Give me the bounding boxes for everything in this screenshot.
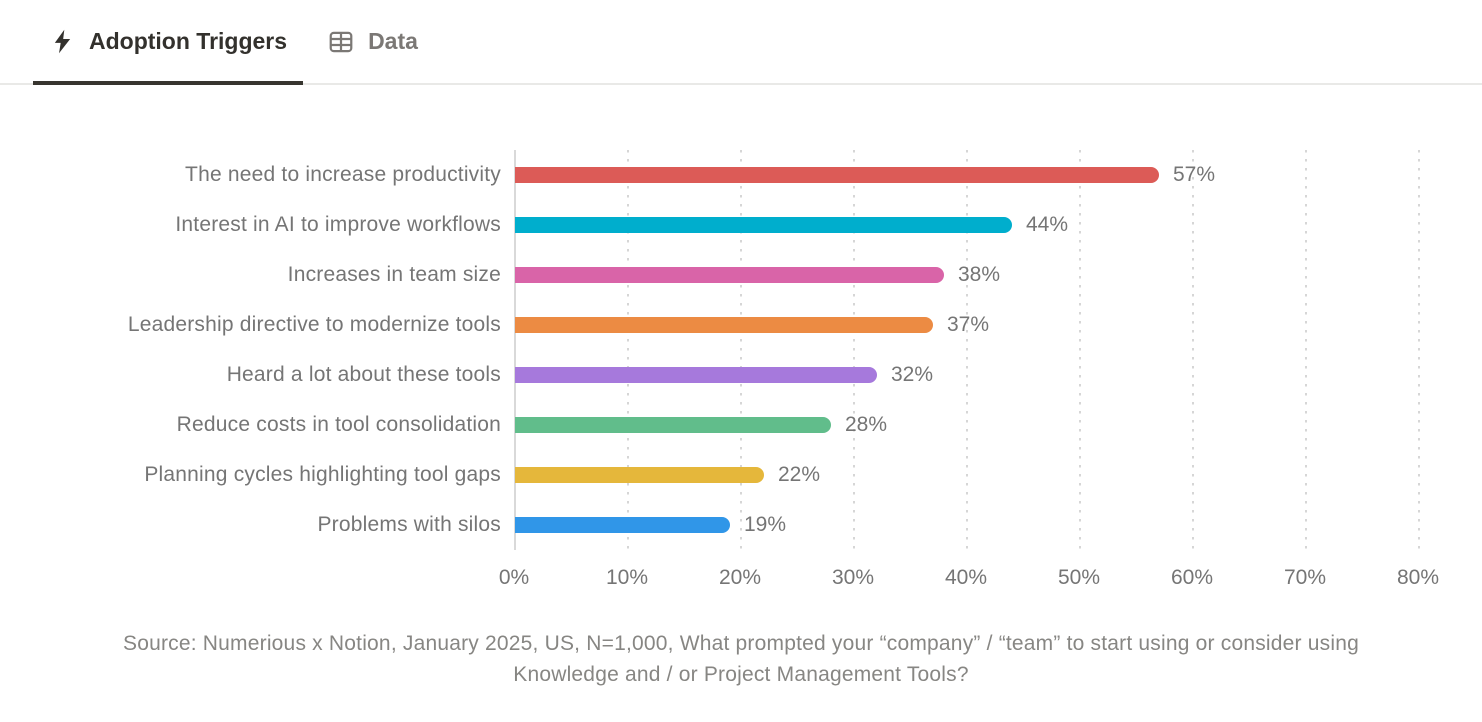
y-axis-line (514, 150, 516, 550)
table-icon (327, 28, 355, 56)
x-tick-label: 20% (718, 566, 762, 589)
bar-track: 57% (514, 150, 1482, 200)
bar[interactable] (515, 367, 877, 383)
bar-track: 37% (514, 300, 1482, 350)
category-label: The need to increase productivity (185, 163, 501, 186)
category-label: Increases in team size (287, 263, 501, 286)
gridline (740, 150, 742, 550)
bar-row: The need to increase productivity 57% (0, 150, 1482, 200)
x-tick-label: 0% (498, 566, 530, 589)
category-label: Leadership directive to modernize tools (127, 313, 501, 336)
bar-row: Problems with silos 19% (0, 500, 1482, 550)
bar-chart: The need to increase productivity 57% Inte… (0, 150, 1482, 690)
bar[interactable] (515, 217, 1012, 233)
category-label: Problems with silos (317, 513, 501, 536)
value-label: 44% (1026, 213, 1069, 236)
gridline (853, 150, 855, 550)
x-tick-label: 50% (1057, 566, 1101, 589)
category-label: Heard a lot about these tools (226, 363, 501, 386)
x-tick-label: 80% (1396, 566, 1440, 589)
tab-adoption-triggers[interactable]: Adoption Triggers (33, 0, 304, 85)
bar-track: 38% (514, 250, 1482, 300)
bar-track: 32% (514, 350, 1482, 400)
gridline (966, 150, 968, 550)
x-tick-label: 40% (944, 566, 988, 589)
value-label: 28% (845, 413, 888, 436)
x-tick-label: 60% (1170, 566, 1214, 589)
bar-row: Reduce costs in tool consolidation 28% (0, 400, 1482, 450)
value-label: 19% (744, 513, 787, 536)
value-label: 57% (1173, 163, 1216, 186)
gridline (1079, 150, 1081, 550)
value-label: 32% (891, 363, 934, 386)
x-tick-label: 10% (605, 566, 649, 589)
bar-row: Interest in AI to improve workflows 44% (0, 200, 1482, 250)
bar[interactable] (515, 267, 944, 283)
plot-area: The need to increase productivity 57% Inte… (0, 150, 1482, 550)
tab-data[interactable]: Data (319, 0, 426, 83)
value-label: 22% (778, 463, 821, 486)
lightning-bolt-icon (49, 28, 76, 55)
value-label: 38% (958, 263, 1001, 286)
value-label: 37% (947, 313, 990, 336)
bar[interactable] (515, 317, 933, 333)
source-caption: Source: Numerious x Notion, January 2025… (123, 632, 1359, 686)
gridline (1418, 150, 1420, 550)
gridline (1305, 150, 1307, 550)
tab-label: Data (368, 28, 418, 54)
bar-row: Increases in team size 38% (0, 250, 1482, 300)
x-tick-label: 70% (1283, 566, 1327, 589)
tab-bar: Adoption Triggers Data (0, 0, 1482, 85)
bar-track: 44% (514, 200, 1482, 250)
bar[interactable] (515, 417, 831, 433)
bar-row: Leadership directive to modernize tools 3… (0, 300, 1482, 350)
category-label: Reduce costs in tool consolidation (176, 413, 501, 436)
category-label: Planning cycles highlighting tool gaps (144, 463, 501, 486)
bar-track: 28% (514, 400, 1482, 450)
category-label: Interest in AI to improve workflows (175, 213, 501, 236)
gridline (627, 150, 629, 550)
x-tick-label: 30% (831, 566, 875, 589)
tab-label: Adoption Triggers (89, 28, 288, 54)
bar[interactable] (515, 467, 764, 483)
gridline (1192, 150, 1194, 550)
bar[interactable] (515, 167, 1159, 183)
x-axis: 0% 10% 20% 30% 40% 50% 60% 70% 80% (0, 558, 1482, 598)
bar-track: 19% (514, 500, 1482, 550)
bar-track: 22% (514, 450, 1482, 500)
bar[interactable] (515, 517, 730, 533)
bar-row: Heard a lot about these tools 32% (0, 350, 1482, 400)
gridlines (514, 150, 1482, 550)
bar-row: Planning cycles highlighting tool gaps 22… (0, 450, 1482, 500)
